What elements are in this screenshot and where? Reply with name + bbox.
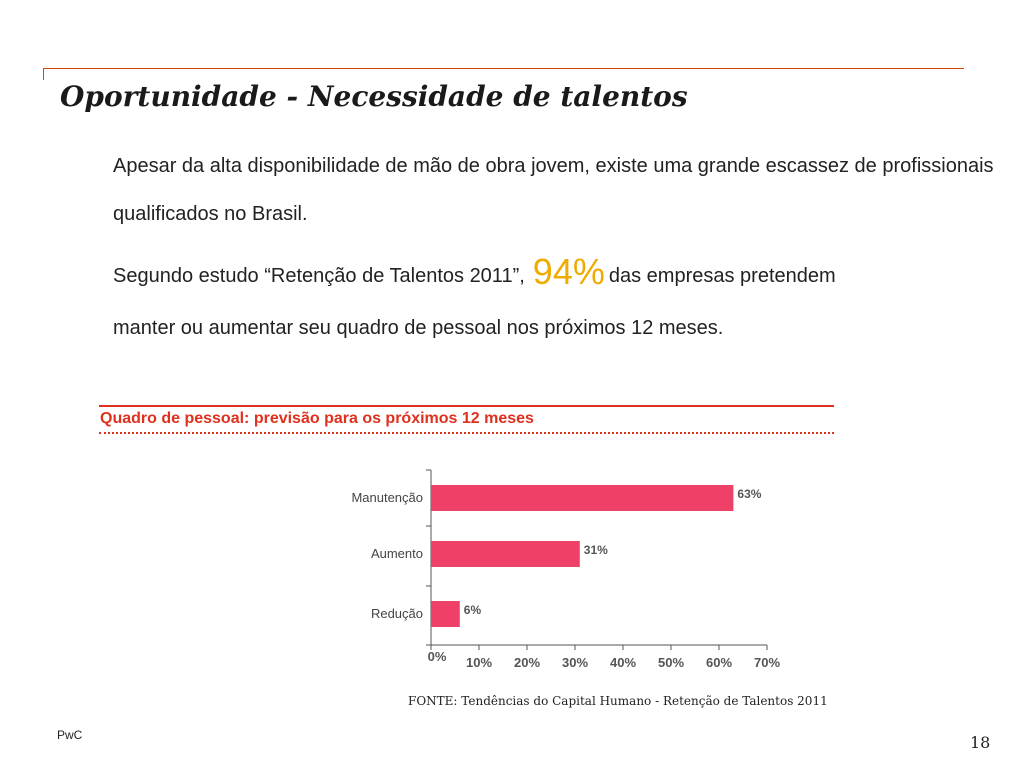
- frame-top-line: [43, 68, 964, 69]
- bar-1: [431, 541, 580, 567]
- category-label-1: Aumento: [371, 546, 423, 561]
- paragraph-2-before: Segundo estudo “Retenção de Talentos 201…: [113, 265, 525, 287]
- footer-brand: PwC: [57, 728, 83, 742]
- x-tick-label-6: 60%: [706, 655, 732, 670]
- paragraph-3: manter ou aumentar seu quadro de pessoal…: [113, 317, 724, 339]
- page-number: 18: [970, 733, 991, 752]
- category-label-0: Manutenção: [351, 490, 423, 505]
- frame-corner-tick: [43, 68, 44, 80]
- x-tick-label-2: 20%: [514, 655, 540, 670]
- x-tick-label-0: 0%: [428, 649, 447, 664]
- paragraph-2-after: das empresas pretendem: [608, 265, 836, 287]
- slide-title: Oportunidade - Necessidade de talentos: [60, 80, 688, 113]
- data-label-0: 63%: [737, 487, 761, 501]
- x-tick-label-3: 30%: [562, 655, 588, 670]
- data-label-1: 31%: [584, 543, 608, 557]
- chart-title: Quadro de pessoal: previsão para os próx…: [100, 410, 534, 427]
- chart-header-dotted-rule: [99, 432, 834, 434]
- bar-0: [431, 485, 734, 511]
- chart-header-top-rule: [99, 405, 834, 407]
- data-label-2: 6%: [464, 603, 482, 617]
- paragraph-1: Apesar da alta disponibilidade de mão de…: [113, 155, 994, 225]
- x-tick-label-4: 40%: [610, 655, 636, 670]
- x-tick-label-7: 70%: [754, 655, 780, 670]
- paragraph-2: Segundo estudo “Retenção de Talentos 201…: [113, 246, 1013, 300]
- highlight-percentage: 94%: [532, 251, 605, 292]
- x-tick-label-5: 50%: [658, 655, 684, 670]
- body-text: Apesar da alta disponibilidade de mão de…: [113, 150, 1013, 352]
- category-label-2: Redução: [371, 606, 423, 621]
- source-note: FONTE: Tendências do Capital Humano - Re…: [408, 694, 828, 708]
- bar-2: [431, 601, 460, 627]
- x-tick-label-1: 10%: [466, 655, 492, 670]
